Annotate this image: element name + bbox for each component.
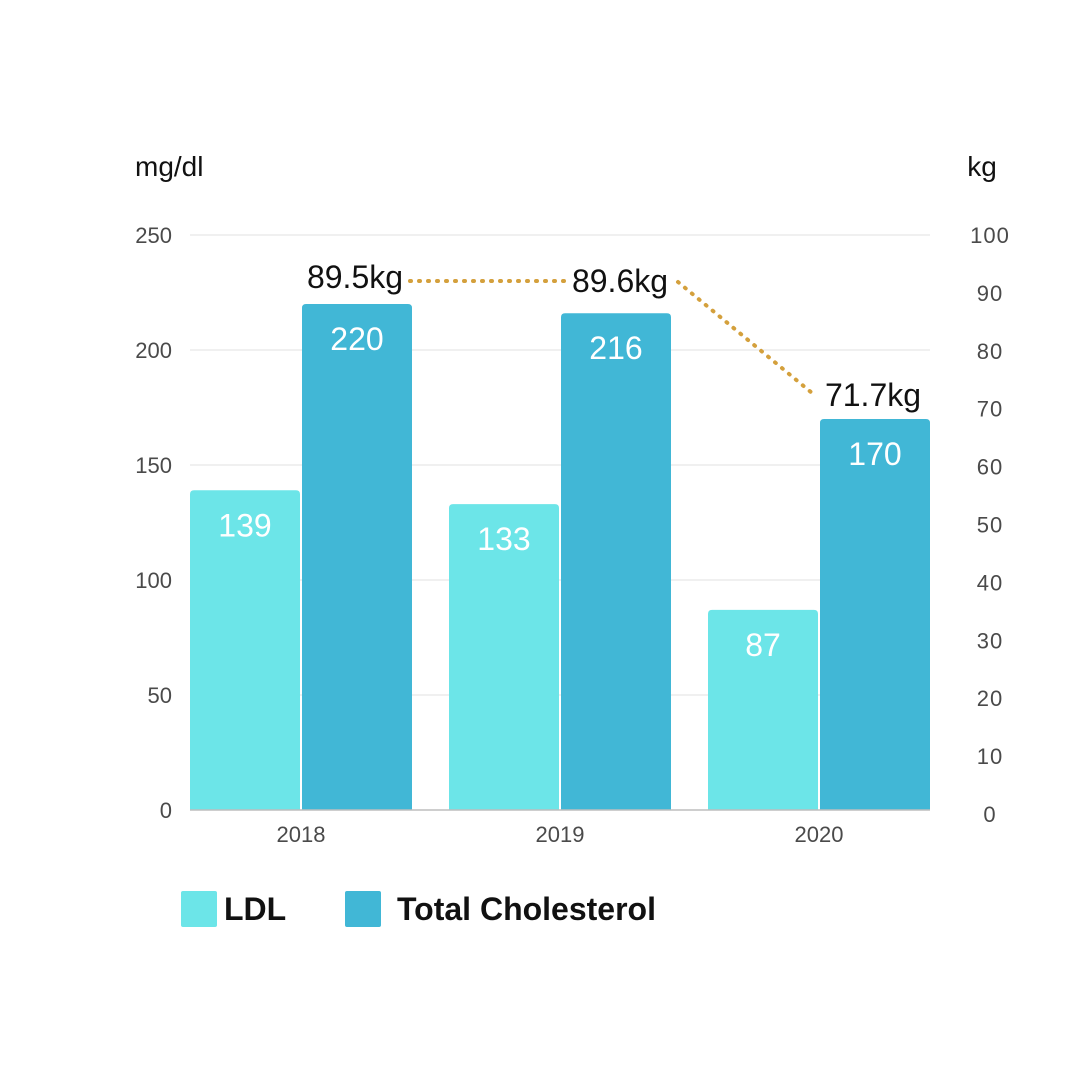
y-right-tick-label: 70: [977, 397, 1003, 422]
bar-value-label: 216: [589, 330, 642, 366]
bar-value-label: 139: [218, 507, 271, 543]
bar-total-cholesterol: [820, 419, 930, 810]
y-right-tick-label: 0: [983, 802, 996, 827]
y-right-tick-label: 20: [977, 686, 1003, 711]
weight-line: 89.5kg 89.6kg 71.7kg: [307, 259, 921, 413]
bar-total-cholesterol: [561, 313, 671, 810]
y-right-tick-label: 40: [977, 570, 1003, 595]
y-right-tick-label: 80: [977, 339, 1003, 364]
weight-line-segment: [676, 280, 814, 395]
y-left-tick-label: 0: [160, 798, 172, 823]
y-left-unit-label: mg/dl: [135, 151, 203, 182]
gridlines: [190, 234, 930, 696]
y-left-tick-label: 100: [135, 568, 172, 593]
weight-value-label: 89.6kg: [572, 263, 668, 299]
y-right-unit-label: kg: [967, 151, 997, 182]
bar-value-label: 170: [848, 436, 901, 472]
y-right-tick-label: 30: [977, 628, 1003, 653]
bar-ldl: [190, 490, 300, 810]
y-left-tick-label: 50: [148, 683, 172, 708]
weight-value-label: 71.7kg: [825, 377, 921, 413]
y-left-tick-label: 250: [135, 223, 172, 248]
bar-labels: 139 220 133 216 87 170: [218, 321, 901, 663]
y-right-tick-label: 60: [977, 455, 1003, 480]
x-tick-label: 2019: [536, 822, 585, 847]
legend-swatch: [345, 891, 381, 927]
legend-swatch: [181, 891, 217, 927]
bar-value-label: 220: [330, 321, 383, 357]
x-tick-label: 2018: [277, 822, 326, 847]
bar-total-cholesterol: [302, 304, 412, 810]
bar-value-label: 87: [745, 627, 781, 663]
bar-ldl: [449, 504, 559, 810]
y-right-tick-label: 10: [977, 744, 1003, 769]
y-right-tick-label: 100: [970, 223, 1010, 248]
bar-value-label: 133: [477, 521, 530, 557]
legend: LDL Total Cholesterol: [181, 891, 656, 927]
weight-value-label: 89.5kg: [307, 259, 403, 295]
bars: [190, 304, 930, 810]
bar-ldl: [708, 609, 818, 810]
y-right-tick-label: 90: [977, 281, 1003, 306]
axes: 0 50 100 150 200 250 0 10 20 30 40 50 60 70 80 90 100 mg/…: [135, 151, 1010, 847]
y-right-tick-label: 50: [977, 513, 1003, 538]
y-left-tick-label: 150: [135, 453, 172, 478]
x-tick-label: 2020: [795, 822, 844, 847]
legend-label: LDL: [224, 891, 286, 927]
y-left-tick-label: 200: [135, 338, 172, 363]
legend-label: Total Cholesterol: [397, 891, 656, 927]
